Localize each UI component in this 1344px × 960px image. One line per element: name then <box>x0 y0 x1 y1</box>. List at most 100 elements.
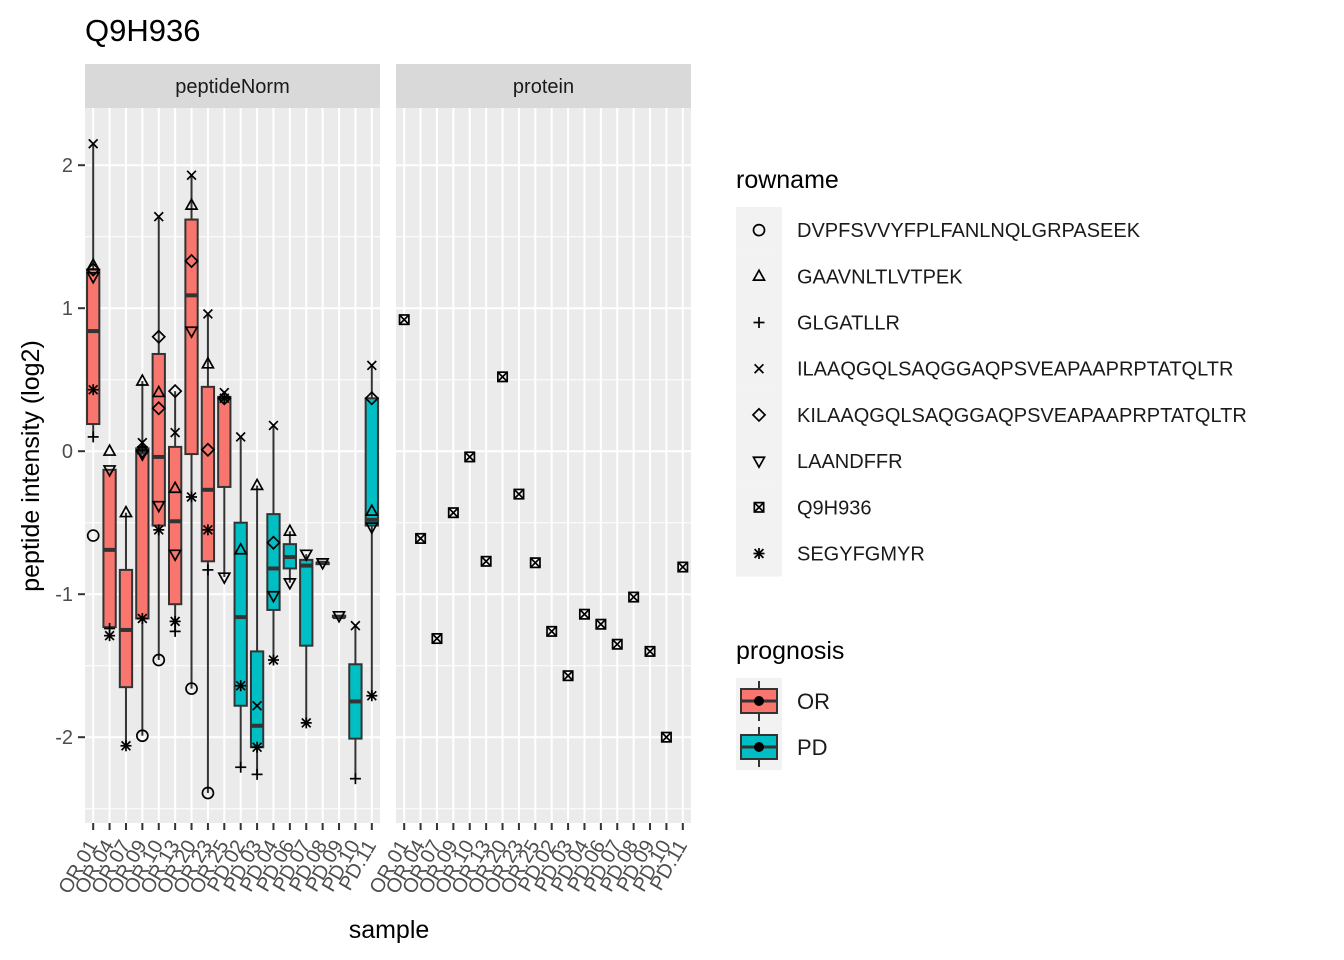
legend-rowname-entry: KILAAQGQLSAQGGAQPSVEAPAAPRPTATQLTR <box>736 391 1247 438</box>
point-PD.11 <box>364 391 380 406</box>
point-PD.06 <box>595 618 607 630</box>
box-PD.11 <box>364 365 379 696</box>
legend-prognosis-entry: PD <box>736 724 828 770</box>
point-OR.10 <box>152 653 166 667</box>
box-body <box>167 445 183 606</box>
point-OR.04 <box>102 465 117 478</box>
legend-rowname-label: SEGYFGMYR <box>797 544 925 566</box>
y-axis: -2 -1 0 1 2 <box>55 155 85 749</box>
point-PD.04 <box>268 420 279 431</box>
box-OR.23 <box>200 313 216 793</box>
point-OR.09 <box>137 437 148 448</box>
point-PD.08 <box>628 591 640 603</box>
point-OR.25 <box>218 392 230 404</box>
point-PD.03 <box>251 741 263 753</box>
legend-rowname-entry: DVPFSVVYFPLFANLNQLGRPASEEK <box>736 207 1141 254</box>
box-body <box>364 397 379 527</box>
point-PD.02 <box>233 542 248 555</box>
box-PD.09 <box>331 614 347 620</box>
point-OR.13 <box>170 427 181 438</box>
point-OR.13 <box>169 625 181 637</box>
point-OR.13 <box>168 549 183 562</box>
point-OR.09 <box>447 507 459 519</box>
legend-triangle-down-icon <box>752 456 766 469</box>
point-OR.10 <box>151 329 167 345</box>
point-PD.03 <box>251 768 263 780</box>
point-PD.10 <box>349 773 361 785</box>
legend-rowname-title: rowname <box>736 166 839 194</box>
legend-rowname-label: KILAAQGQLSAQGGAQPSVEAPAAPRPTATQLTR <box>797 405 1247 427</box>
legend-rowname-entry: GLGATLLR <box>736 299 900 346</box>
point-OR.10 <box>464 451 476 463</box>
strip-label-protein: protein <box>513 76 574 98</box>
point-OR.13 <box>480 555 492 567</box>
box-body <box>249 650 265 749</box>
y-tick-label: -2 <box>55 727 73 749</box>
point-OR.20 <box>186 491 198 503</box>
box-body <box>266 513 281 611</box>
point-OR.23 <box>201 786 215 800</box>
box-OR.04 <box>102 468 117 629</box>
box-body <box>151 352 166 527</box>
legend-rowname-label: DVPFSVVYFPLFANLNQLGRPASEEK <box>797 220 1141 242</box>
point-OR.23 <box>513 488 525 500</box>
point-OR.09 <box>135 443 150 459</box>
point-OR.01 <box>86 257 101 270</box>
point-OR.09 <box>136 729 149 743</box>
point-PD.06 <box>282 578 297 591</box>
point-OR.07 <box>431 633 443 645</box>
legend-rowname-label: ILAAQGQLSAQGGAQPSVEAPAAPRPTATQLTR <box>797 359 1233 381</box>
legend-prognosis-title: prognosis <box>736 637 844 665</box>
legend-key <box>736 438 782 485</box>
chart-title: Q9H936 <box>85 13 200 48</box>
box-body <box>135 447 150 620</box>
box-PD.06 <box>282 531 298 583</box>
point-PD.07 <box>611 638 623 650</box>
point-PD.10 <box>660 731 672 743</box>
point-PD.11 <box>366 690 378 702</box>
point-OR.10 <box>151 500 166 514</box>
point-PD.11 <box>677 561 689 573</box>
box-body <box>299 558 314 647</box>
strip-protein <box>396 64 691 108</box>
legend-rowname-entry: Q9H936 <box>736 484 872 531</box>
panel-peptideNorm: peptideNorm <box>85 64 380 823</box>
panels: peptideNorm protein <box>85 64 691 823</box>
point-OR.01 <box>87 384 99 396</box>
point-PD.10 <box>350 620 361 631</box>
y-tick-label: 1 <box>62 298 73 320</box>
point-OR.23 <box>202 564 214 576</box>
box-OR.25 <box>217 392 232 578</box>
legend-rowname-entry: SEGYFGMYR <box>736 530 925 577</box>
y-tick-label: -1 <box>55 584 73 606</box>
point-PD.04 <box>266 590 281 604</box>
box-PD.10 <box>348 625 363 779</box>
point-OR.09 <box>135 449 150 462</box>
point-PD.03 <box>250 477 265 491</box>
box-body <box>86 268 101 426</box>
point-OR.13 <box>167 383 183 399</box>
box-OR.07 <box>118 512 134 746</box>
point-OR.13 <box>169 615 181 627</box>
point-OR.01 <box>398 314 410 326</box>
legend-rowname-label: LAANDFFR <box>797 451 903 473</box>
point-PD.03 <box>252 700 263 711</box>
point-OR.20 <box>186 170 197 181</box>
point-PD.09 <box>644 645 656 657</box>
point-OR.01 <box>86 529 100 542</box>
point-PD.04 <box>267 654 279 666</box>
y-axis-label: peptide intensity (log2) <box>17 340 45 592</box>
box-PD.04 <box>266 425 281 660</box>
strip-peptideNorm <box>85 64 380 108</box>
point-OR.10 <box>151 384 166 398</box>
y-tick-label: 2 <box>62 155 73 177</box>
point-OR.09 <box>135 373 150 386</box>
point-PD.06 <box>282 523 297 536</box>
legend-circle-icon <box>752 223 766 237</box>
point-OR.20 <box>185 682 198 695</box>
legend-prognosis-entry: OR <box>736 678 830 724</box>
box-body <box>200 385 216 563</box>
legend-rowname: rowname DVPFSVVYFPLFANLNQLGRPASEEK GAAVNLT… <box>736 166 1247 577</box>
point-OR.10 <box>153 211 164 222</box>
